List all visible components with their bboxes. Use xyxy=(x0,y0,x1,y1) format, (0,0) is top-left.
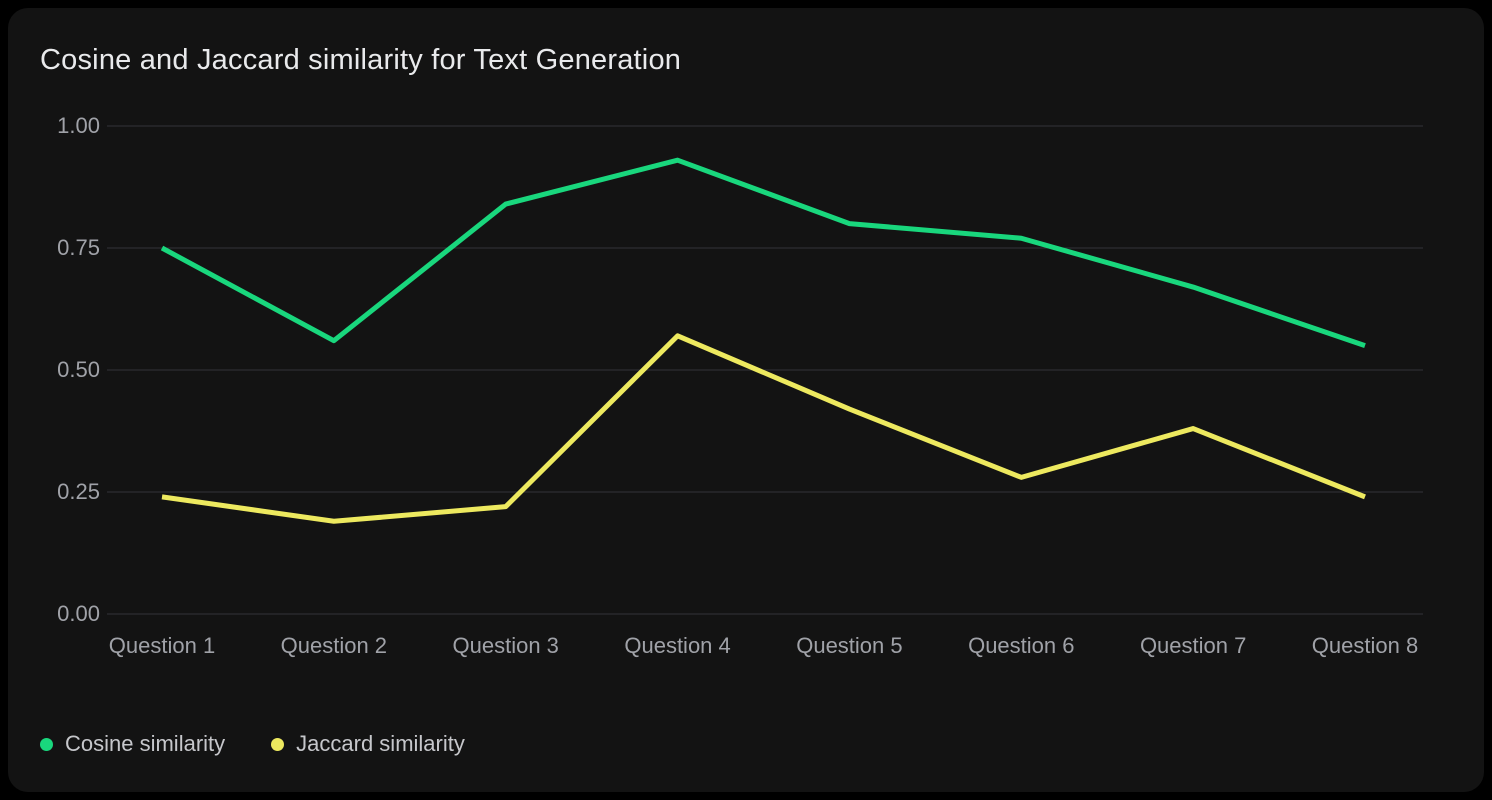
x-axis-tick-label: Question 8 xyxy=(1311,633,1419,658)
legend-label: Jaccard similarity xyxy=(296,731,465,756)
legend-swatch-icon xyxy=(40,737,53,751)
x-axis-tick-label: Question 4 xyxy=(624,633,731,658)
legend-item-jaccard-similarity[interactable]: Jaccard similarity xyxy=(271,730,465,758)
chart-title: Cosine and Jaccard similarity for Text G… xyxy=(40,44,682,76)
x-axis-tick-label: Question 2 xyxy=(280,633,388,658)
y-axis-tick-label: 0.25 xyxy=(57,479,100,504)
x-axis-tick-label: Question 5 xyxy=(796,633,903,658)
legend-swatch-icon xyxy=(271,737,285,751)
chart-canvas xyxy=(107,125,1423,615)
x-axis-tick-label: Question 7 xyxy=(1139,633,1247,658)
chart-legend: Cosine similarity Jaccard similarity xyxy=(40,730,465,758)
y-axis-tick-label: 0.50 xyxy=(57,357,100,382)
series-line-cosine-similarity xyxy=(160,157,1366,348)
x-axis-tick-label: Question 1 xyxy=(108,633,216,658)
chart-card: 0.00 0.25 0.50 0.75 1.00 Question 1 Question 2… xyxy=(8,8,1484,792)
y-axis-tick-label: 0.00 xyxy=(57,601,100,626)
x-axis-tick-label: Question 6 xyxy=(968,633,1075,658)
legend-item-cosine-similarity[interactable]: Cosine similarity xyxy=(40,730,225,758)
chart-area: 0.00 0.25 0.50 0.75 1.00 Question 1 Question 2… xyxy=(8,8,1484,792)
series-line-jaccard-similarity xyxy=(161,333,1366,524)
y-axis-tick-label: 1.00 xyxy=(57,113,100,138)
x-axis-tick-label: Question 3 xyxy=(452,633,559,658)
y-axis-tick-label: 0.75 xyxy=(57,235,100,260)
legend-label: Cosine similarity xyxy=(65,731,226,756)
